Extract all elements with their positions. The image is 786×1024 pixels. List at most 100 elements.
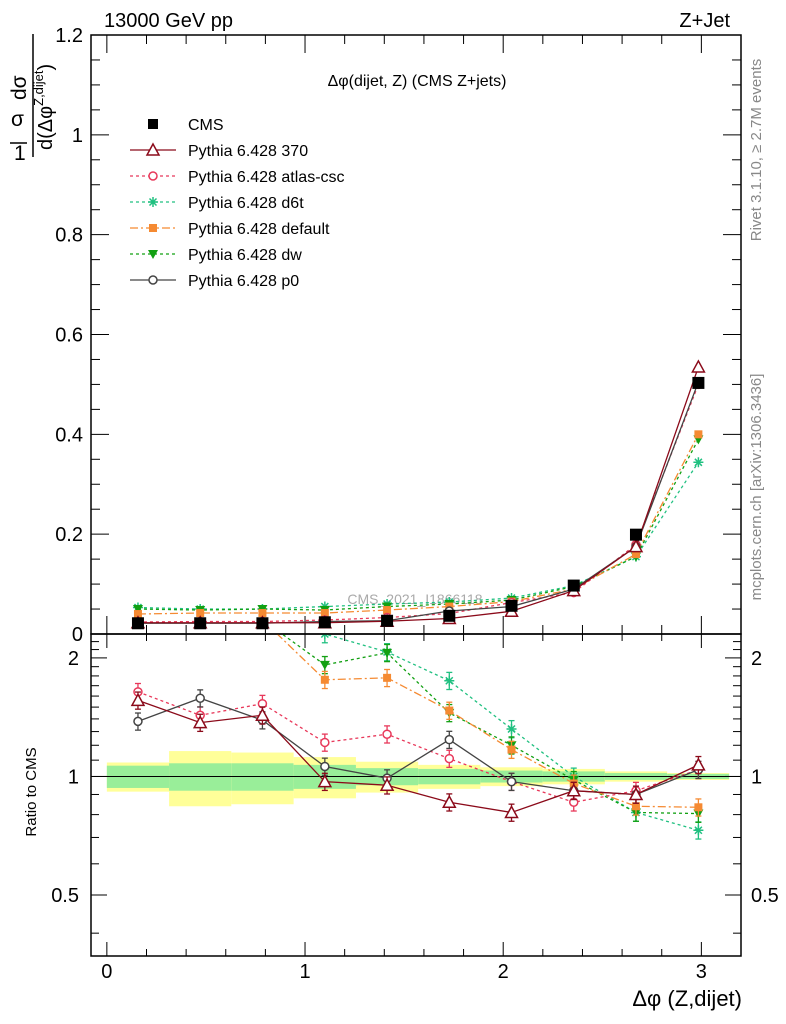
rivet-label: Rivet 3.1.10, ≥ 2.7M events (748, 59, 765, 242)
legend-label: Pythia 6.428 dw (188, 247, 302, 264)
ratio-y-tick-label-left: 0.5 (51, 885, 79, 907)
legend-label: Pythia 6.428 d6t (188, 195, 304, 212)
data-point (506, 776, 517, 787)
ratio-y-tick-label-right: 2 (751, 648, 762, 670)
legend-label: CMS (188, 117, 224, 134)
data-point (258, 609, 267, 618)
data-point (130, 692, 146, 707)
band-inner-bin (169, 763, 232, 791)
data-point (444, 734, 455, 745)
x-tick-label: 3 (696, 961, 707, 983)
ratio-axis-ticks: 0 1 2 3 0.5 0.5 1 1 2 2 (51, 634, 779, 983)
ratio-line (276, 634, 699, 808)
top-series-1 (130, 359, 706, 629)
ratio-line (281, 634, 699, 815)
series-line (137, 461, 699, 610)
chart-title: Δφ(dijet, Z) (CMS Z+jets) (328, 73, 507, 90)
ratio-y-tick-label-left: 1 (68, 766, 79, 788)
top-y-tick-label: 0.4 (55, 424, 83, 446)
data-point (567, 579, 580, 592)
legend-label: Pythia 6.428 370 (188, 143, 308, 160)
band-inner-bin (231, 763, 294, 791)
data-point (133, 716, 143, 727)
top-y-axis-label-text: d(ΔφZ,dijet) (31, 64, 57, 150)
legend-label: Pythia 6.428 p0 (188, 273, 299, 290)
data-point (382, 729, 392, 739)
svg-text:σ: σ (11, 108, 24, 131)
data-point (444, 753, 455, 764)
ratio-series (130, 634, 706, 840)
data-point (148, 197, 158, 207)
top-series (130, 359, 706, 630)
ratio-uncertainty-band (91, 751, 741, 807)
data-point (692, 376, 705, 389)
legend-label: Pythia 6.428 atlas-csc (188, 169, 345, 186)
series-line (137, 439, 699, 611)
svg-text:dσ: dσ (8, 75, 31, 100)
ratio-panel-frame (90, 633, 742, 957)
data-point (383, 606, 392, 615)
data-point (379, 777, 395, 791)
top-y-tick-label: 1 (72, 125, 83, 147)
legend-item: Pythia 6.428 d6t (130, 195, 304, 212)
data-point (319, 660, 330, 670)
header-process: Z+Jet (679, 10, 730, 32)
legend-item: Pythia 6.428 atlas-csc (130, 169, 345, 186)
data-point (382, 648, 393, 658)
data-point (132, 605, 143, 615)
data-point (631, 802, 640, 811)
svg-text:1: 1 (14, 142, 26, 165)
data-point (442, 794, 457, 808)
data-point (694, 803, 703, 812)
data-point (691, 757, 706, 771)
data-point (148, 119, 158, 129)
top-series-2 (133, 379, 704, 627)
series-line (137, 434, 699, 615)
ratio-series-1 (130, 691, 706, 822)
data-point (631, 550, 640, 559)
top-series-0 (131, 376, 705, 630)
series-line (137, 381, 700, 624)
x-tick-label: 2 (498, 961, 509, 983)
legend-item: CMS (148, 117, 224, 134)
data-point (255, 707, 270, 722)
x-axis-label: Δφ (Z,dijet) (632, 986, 742, 1011)
series-line (137, 366, 700, 624)
top-y-tick-label: 1.2 (55, 25, 83, 47)
x-tick-label: 1 (299, 961, 310, 983)
legend: CMS Pythia 6.428 370 Pythia 6.428 atlas-cs… (130, 117, 345, 290)
data-point (691, 359, 706, 373)
data-point (320, 609, 329, 618)
header-energy: 13000 GeV pp (104, 10, 233, 32)
data-point (196, 609, 205, 618)
data-point (320, 675, 329, 684)
top-series-6 (133, 377, 704, 629)
top-y-tick-label: 0.6 (55, 325, 83, 347)
data-point (629, 528, 642, 541)
data-point (131, 617, 144, 630)
legend-label: Pythia 6.428 default (188, 221, 330, 238)
legend-item: Pythia 6.428 p0 (130, 273, 299, 290)
legend-item: Pythia 6.428 default (130, 221, 330, 238)
data-point (693, 457, 704, 468)
data-point (148, 275, 158, 285)
top-y-axis-label: 1 σ d(ΔφZ,dijet) dσ (8, 34, 57, 165)
legend-item: Pythia 6.428 dw (130, 247, 302, 264)
data-point (443, 609, 456, 622)
data-point (318, 616, 331, 629)
data-point (694, 430, 703, 439)
data-point (628, 786, 644, 801)
mcplots-label: mcplots.cern.ch [arXiv:1306.3436] (748, 374, 765, 601)
ratio-line (137, 699, 699, 814)
top-series-5 (132, 435, 704, 616)
data-point (628, 539, 644, 553)
ratio-y-tick-label-left: 2 (68, 648, 79, 670)
data-point (381, 614, 394, 627)
top-axis-ticks: 0 0.2 0.4 0.6 0.8 1 1.2 (55, 25, 741, 646)
series-line (137, 384, 699, 623)
data-point (148, 250, 158, 259)
data-point (507, 745, 516, 754)
data-point (149, 224, 157, 232)
data-point (693, 825, 704, 836)
